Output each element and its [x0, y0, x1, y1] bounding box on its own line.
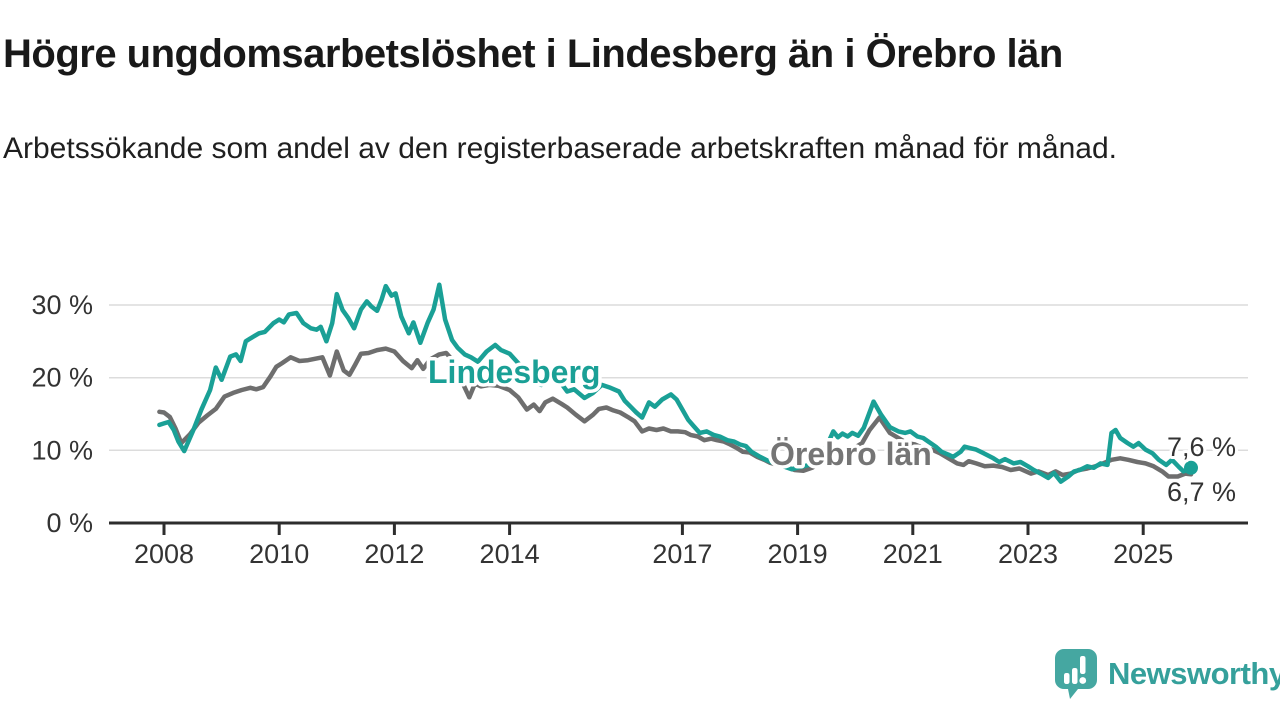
y-tick-label-0: 0 %: [46, 508, 93, 538]
bar-small: [1064, 673, 1070, 684]
x-tick-label-2019: 2019: [768, 539, 828, 569]
x-tick-label-2012: 2012: [364, 539, 424, 569]
x-tick-label-2017: 2017: [652, 539, 712, 569]
newsworthy-bubble-icon: [1055, 649, 1097, 699]
series-line-0: [157, 346, 1194, 479]
series-label-0: Lindesberg: [428, 354, 600, 390]
x-tick-label-2025: 2025: [1113, 539, 1173, 569]
series-line-1: [157, 282, 1194, 484]
chart-subtitle: Arbetssökande som andel av den registerb…: [3, 132, 1117, 165]
bar-medium: [1072, 668, 1078, 684]
brand-name: Newsworthy: [1108, 656, 1280, 691]
series-label-1: Örebro län: [770, 436, 932, 472]
x-tick-label-2021: 2021: [883, 539, 943, 569]
newsworthy-logo: Newsworthy: [1054, 648, 1280, 700]
y-tick-label-10: 10 %: [31, 435, 93, 465]
y-tick-label-20: 20 %: [31, 363, 93, 393]
x-tick-label-2023: 2023: [998, 539, 1058, 569]
end-value-label-0: 7,6 %: [1167, 432, 1236, 462]
exclamation-bar: [1080, 656, 1086, 674]
y-tick-label-30: 30 %: [31, 290, 93, 320]
x-tick-label-2008: 2008: [134, 539, 194, 569]
x-tick-label-2014: 2014: [480, 539, 540, 569]
series-end-dot-1: [1184, 460, 1198, 475]
exclamation-dot: [1079, 677, 1087, 684]
end-value-label-1: 6,7 %: [1167, 477, 1236, 507]
x-tick-label-2010: 2010: [249, 539, 309, 569]
chart-title: Högre ungdomsarbetslöshet i Lindesberg ä…: [3, 32, 1063, 76]
